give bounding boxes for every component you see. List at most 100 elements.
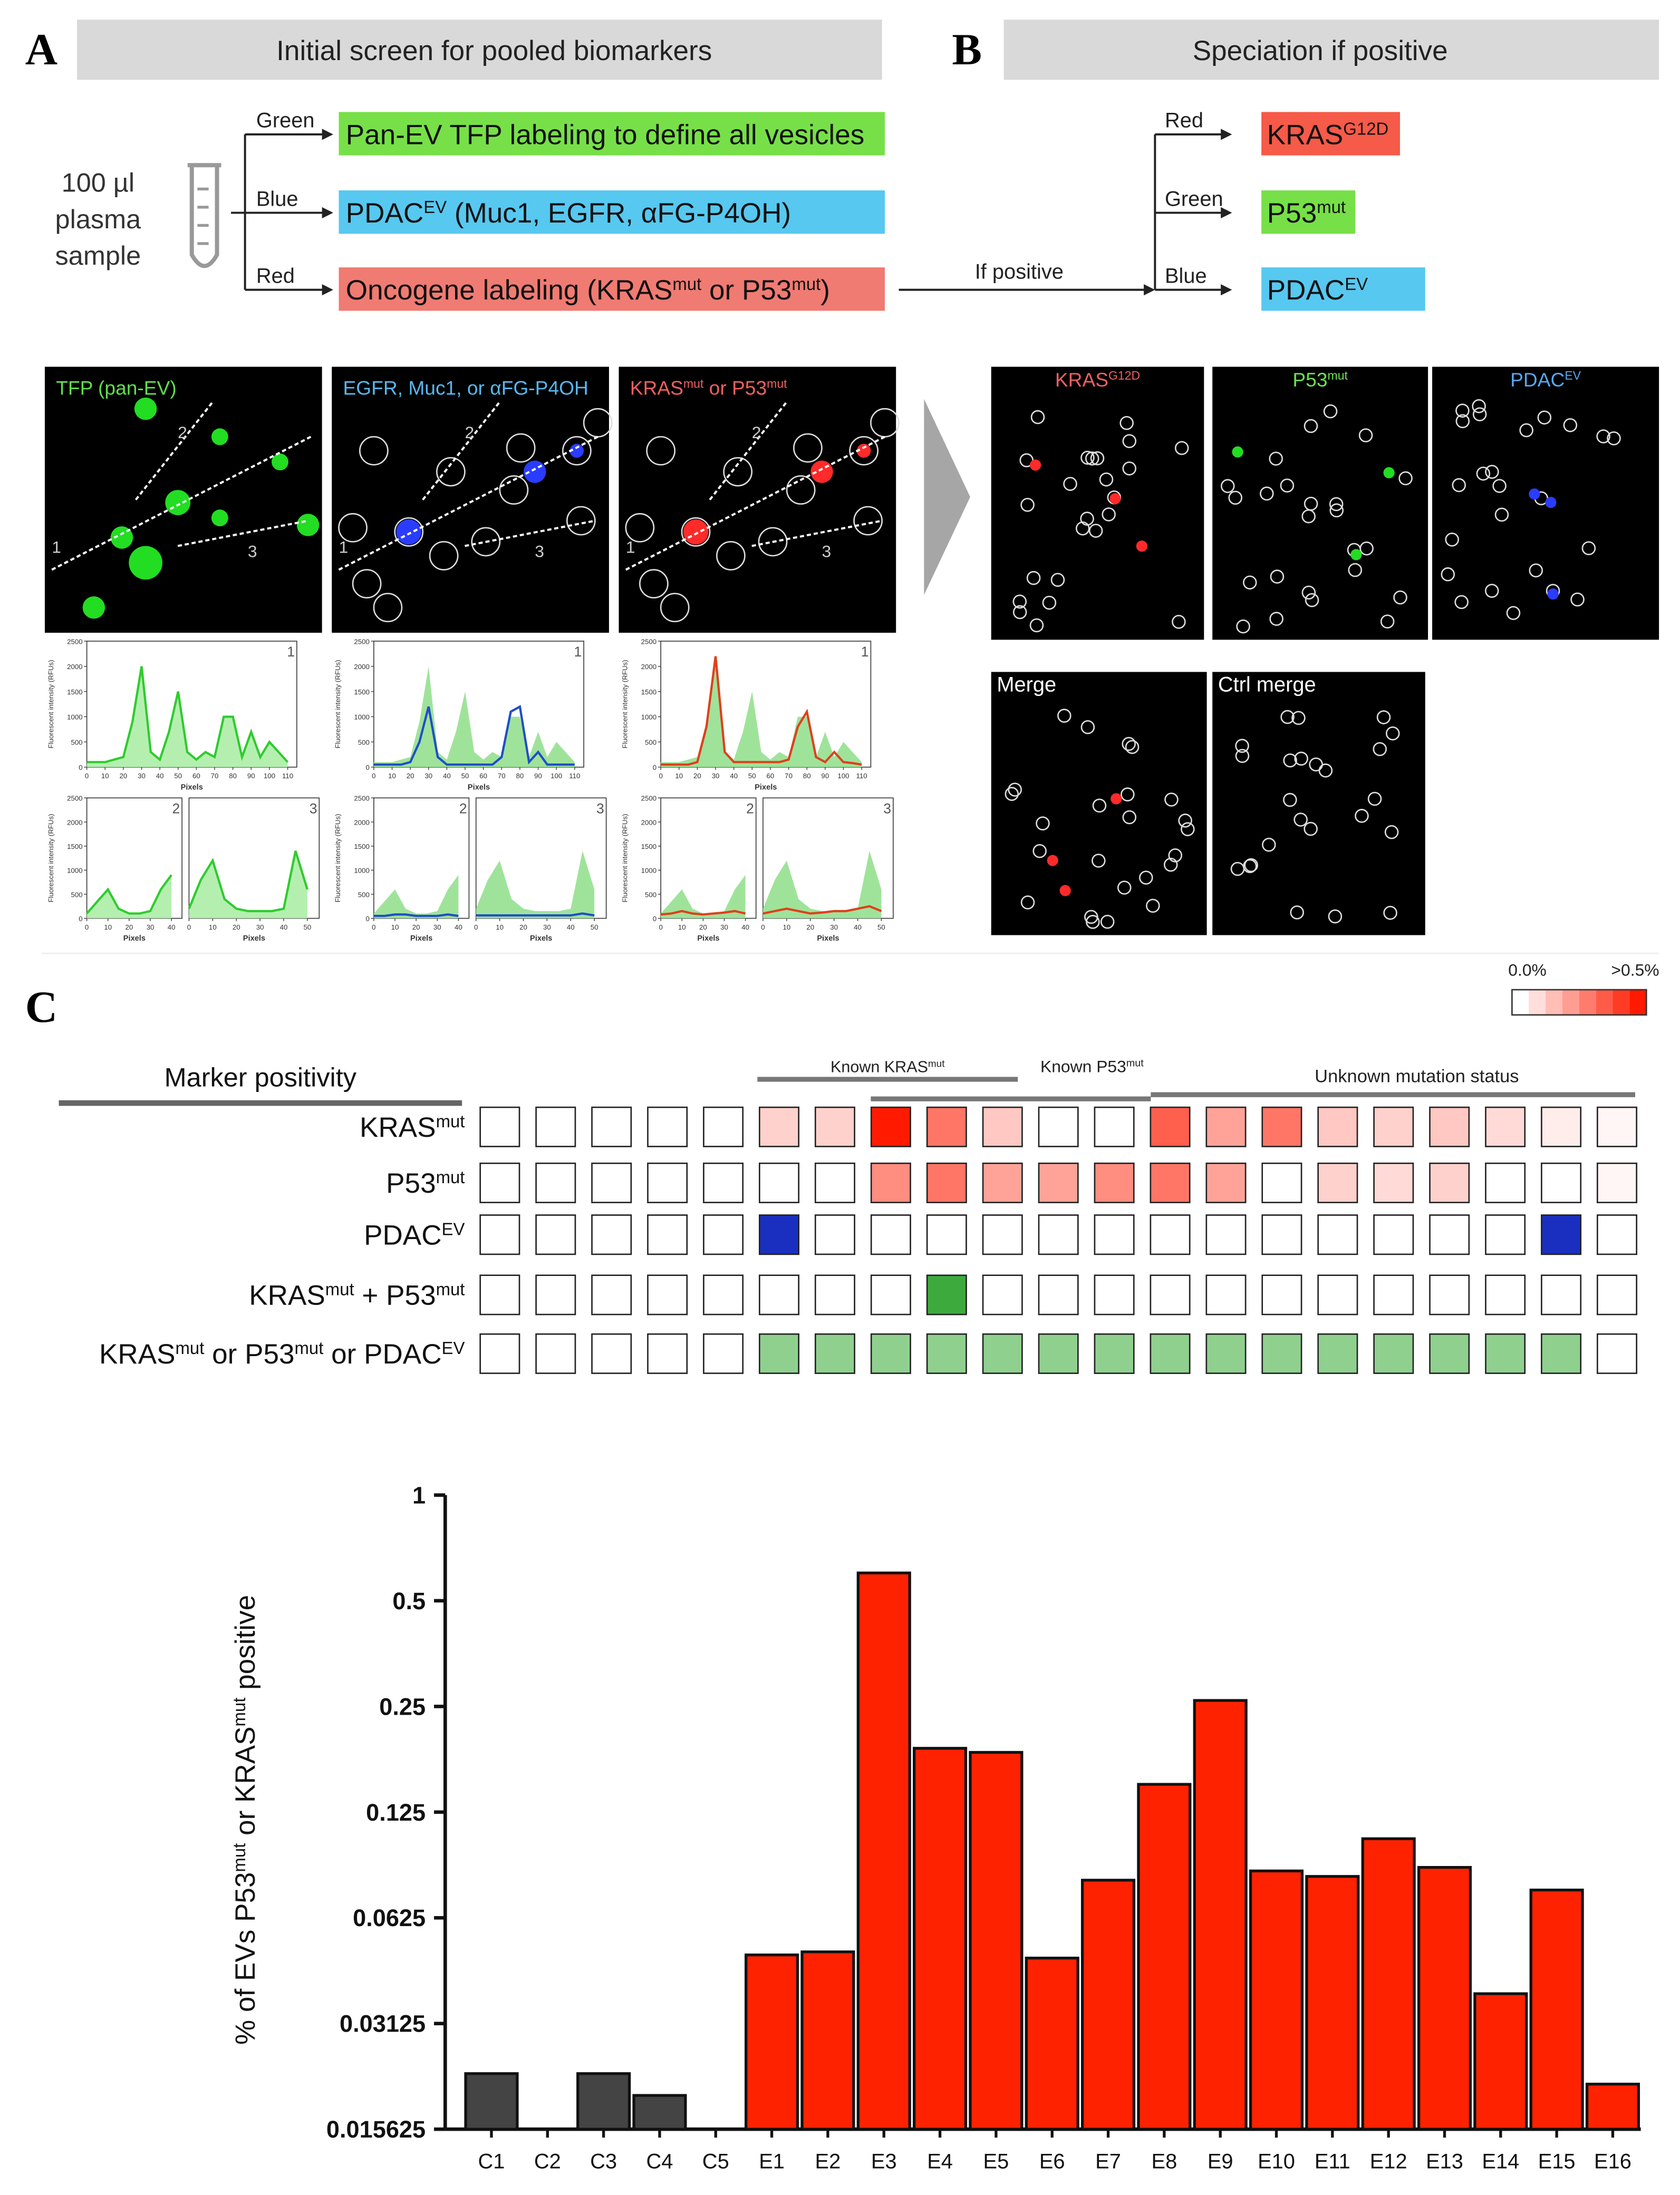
heatmap-cell [647, 1214, 688, 1255]
vesicle-outline [1063, 477, 1077, 491]
plot-number: 2 [746, 801, 754, 817]
row-label-part: mut [436, 1167, 465, 1187]
heatmap-cell [1205, 1162, 1247, 1203]
heatmap-cell [870, 1162, 911, 1203]
plot-number: 3 [883, 801, 891, 817]
branch-label: P53mut [1267, 197, 1346, 229]
heatmap-cell [759, 1214, 800, 1255]
image-label: Ctrl merge [1218, 673, 1316, 697]
x-tick-label: 110 [282, 772, 293, 780]
plot-number: 2 [172, 801, 180, 817]
image-label-part: mut [1328, 369, 1348, 382]
vesicle [1232, 446, 1243, 458]
x-axis-label: Pixels [817, 934, 839, 943]
vesicle-outline [506, 433, 536, 463]
group-label-part: Known KRAS [831, 1058, 928, 1076]
bar [1025, 1956, 1079, 2131]
vesicle-outline [1122, 461, 1137, 476]
vesicle-outline [1092, 798, 1107, 813]
plot-number: 1 [574, 644, 582, 660]
vesicle-outline [1492, 479, 1507, 493]
arrowhead [1221, 129, 1232, 140]
panel-letter: B [952, 25, 982, 74]
heatmap-cell [535, 1162, 576, 1203]
vesicle-outline [1294, 751, 1308, 766]
y-axis-title-part: or KRAS [230, 1726, 261, 1843]
vesicle-outline [1122, 737, 1136, 751]
x-tick-label: 50 [174, 772, 182, 780]
x-tick-label: C5 [702, 2150, 729, 2173]
bar [632, 2094, 687, 2131]
heatmap-cell [1429, 1214, 1470, 1255]
group-label-part: mut [1126, 1058, 1144, 1069]
heatmap-cell [759, 1162, 800, 1203]
sample-label: 100 µl [62, 168, 134, 198]
image-label: KRASG12D [1055, 369, 1140, 391]
profile-line [465, 519, 595, 547]
vesicle-outline [1008, 782, 1022, 797]
heatmap-cell [1485, 1214, 1526, 1255]
x-tick-label: 40 [280, 923, 288, 931]
heatmap-title: Marker positivity [165, 1062, 357, 1092]
x-tick-label: C1 [478, 2150, 505, 2173]
x-tick-label: 40 [156, 772, 164, 780]
heatmap-cell [1205, 1274, 1247, 1316]
y-tick-label: 1000 [67, 713, 83, 721]
vesicle-outline [1012, 605, 1027, 620]
x-tick-label: 0 [187, 923, 191, 931]
vesicle-outline [1484, 584, 1499, 598]
y-tick-label: 0.5 [392, 1588, 426, 1614]
heatmap-cell [647, 1162, 688, 1203]
arrow-triangle [924, 399, 970, 595]
vesicle-outline [1328, 909, 1343, 924]
branch-label-part: mut [791, 274, 820, 294]
y-tick-label: 0 [653, 763, 656, 771]
x-tick-label: C4 [646, 2150, 673, 2173]
colorbar-step [1596, 990, 1613, 1015]
vesicle-outline [1570, 592, 1585, 607]
profile-line [86, 874, 172, 915]
bar [969, 1751, 1024, 2131]
vesicle [1529, 488, 1540, 500]
vesicle-outline [1529, 563, 1543, 578]
profile-line [188, 850, 308, 913]
micrograph [332, 366, 609, 633]
heatmap-cell [1038, 1333, 1079, 1374]
y-tick-label: 1000 [641, 867, 657, 875]
y-tick-label: 500 [71, 738, 83, 746]
x-tick-label: 0 [659, 772, 662, 780]
heatmap-cell [1373, 1162, 1414, 1203]
image-label: KRASmut or P53mut [630, 377, 787, 399]
panel-letter: A [25, 25, 57, 74]
branch-label-part: mut [672, 274, 701, 294]
vesicle [272, 453, 288, 471]
vesicle-outline [1301, 585, 1316, 600]
vesicle-outline [1291, 711, 1306, 725]
x-tick-label: 100 [551, 772, 562, 780]
row-label: KRASmut [360, 1111, 465, 1143]
x-tick-label: 40 [730, 772, 738, 780]
vesicle-outline [1270, 569, 1285, 584]
vesicle [211, 509, 228, 527]
plot-number: 2 [459, 801, 467, 817]
x-axis-label: Pixels [697, 934, 719, 943]
x-tick-label: 10 [209, 923, 217, 931]
vesicle-outline [429, 541, 459, 570]
vesicle-outline [1163, 857, 1178, 872]
heatmap-cell [1038, 1274, 1079, 1316]
y-tick-label: 0.03125 [340, 2010, 426, 2037]
heatmap-cell [1150, 1274, 1191, 1316]
heatmap-cell [647, 1106, 688, 1147]
branch-label: PDACEV (Muc1, EGFR, αFG-P4OH) [346, 197, 791, 229]
x-tick-label: E10 [1258, 2150, 1295, 2173]
x-tick-label: 0 [85, 923, 89, 931]
group-label: Known KRASmut [831, 1058, 945, 1076]
image-label-part: mut [767, 377, 787, 391]
x-tick-label: E14 [1482, 2150, 1519, 2173]
heatmap-cell [1541, 1333, 1582, 1374]
heatmap-cell [759, 1106, 800, 1147]
vesicle-outline [1220, 479, 1235, 494]
vesicle-outline [1100, 914, 1115, 929]
transition-label: If positive [975, 260, 1064, 283]
plot-frame [86, 641, 297, 768]
